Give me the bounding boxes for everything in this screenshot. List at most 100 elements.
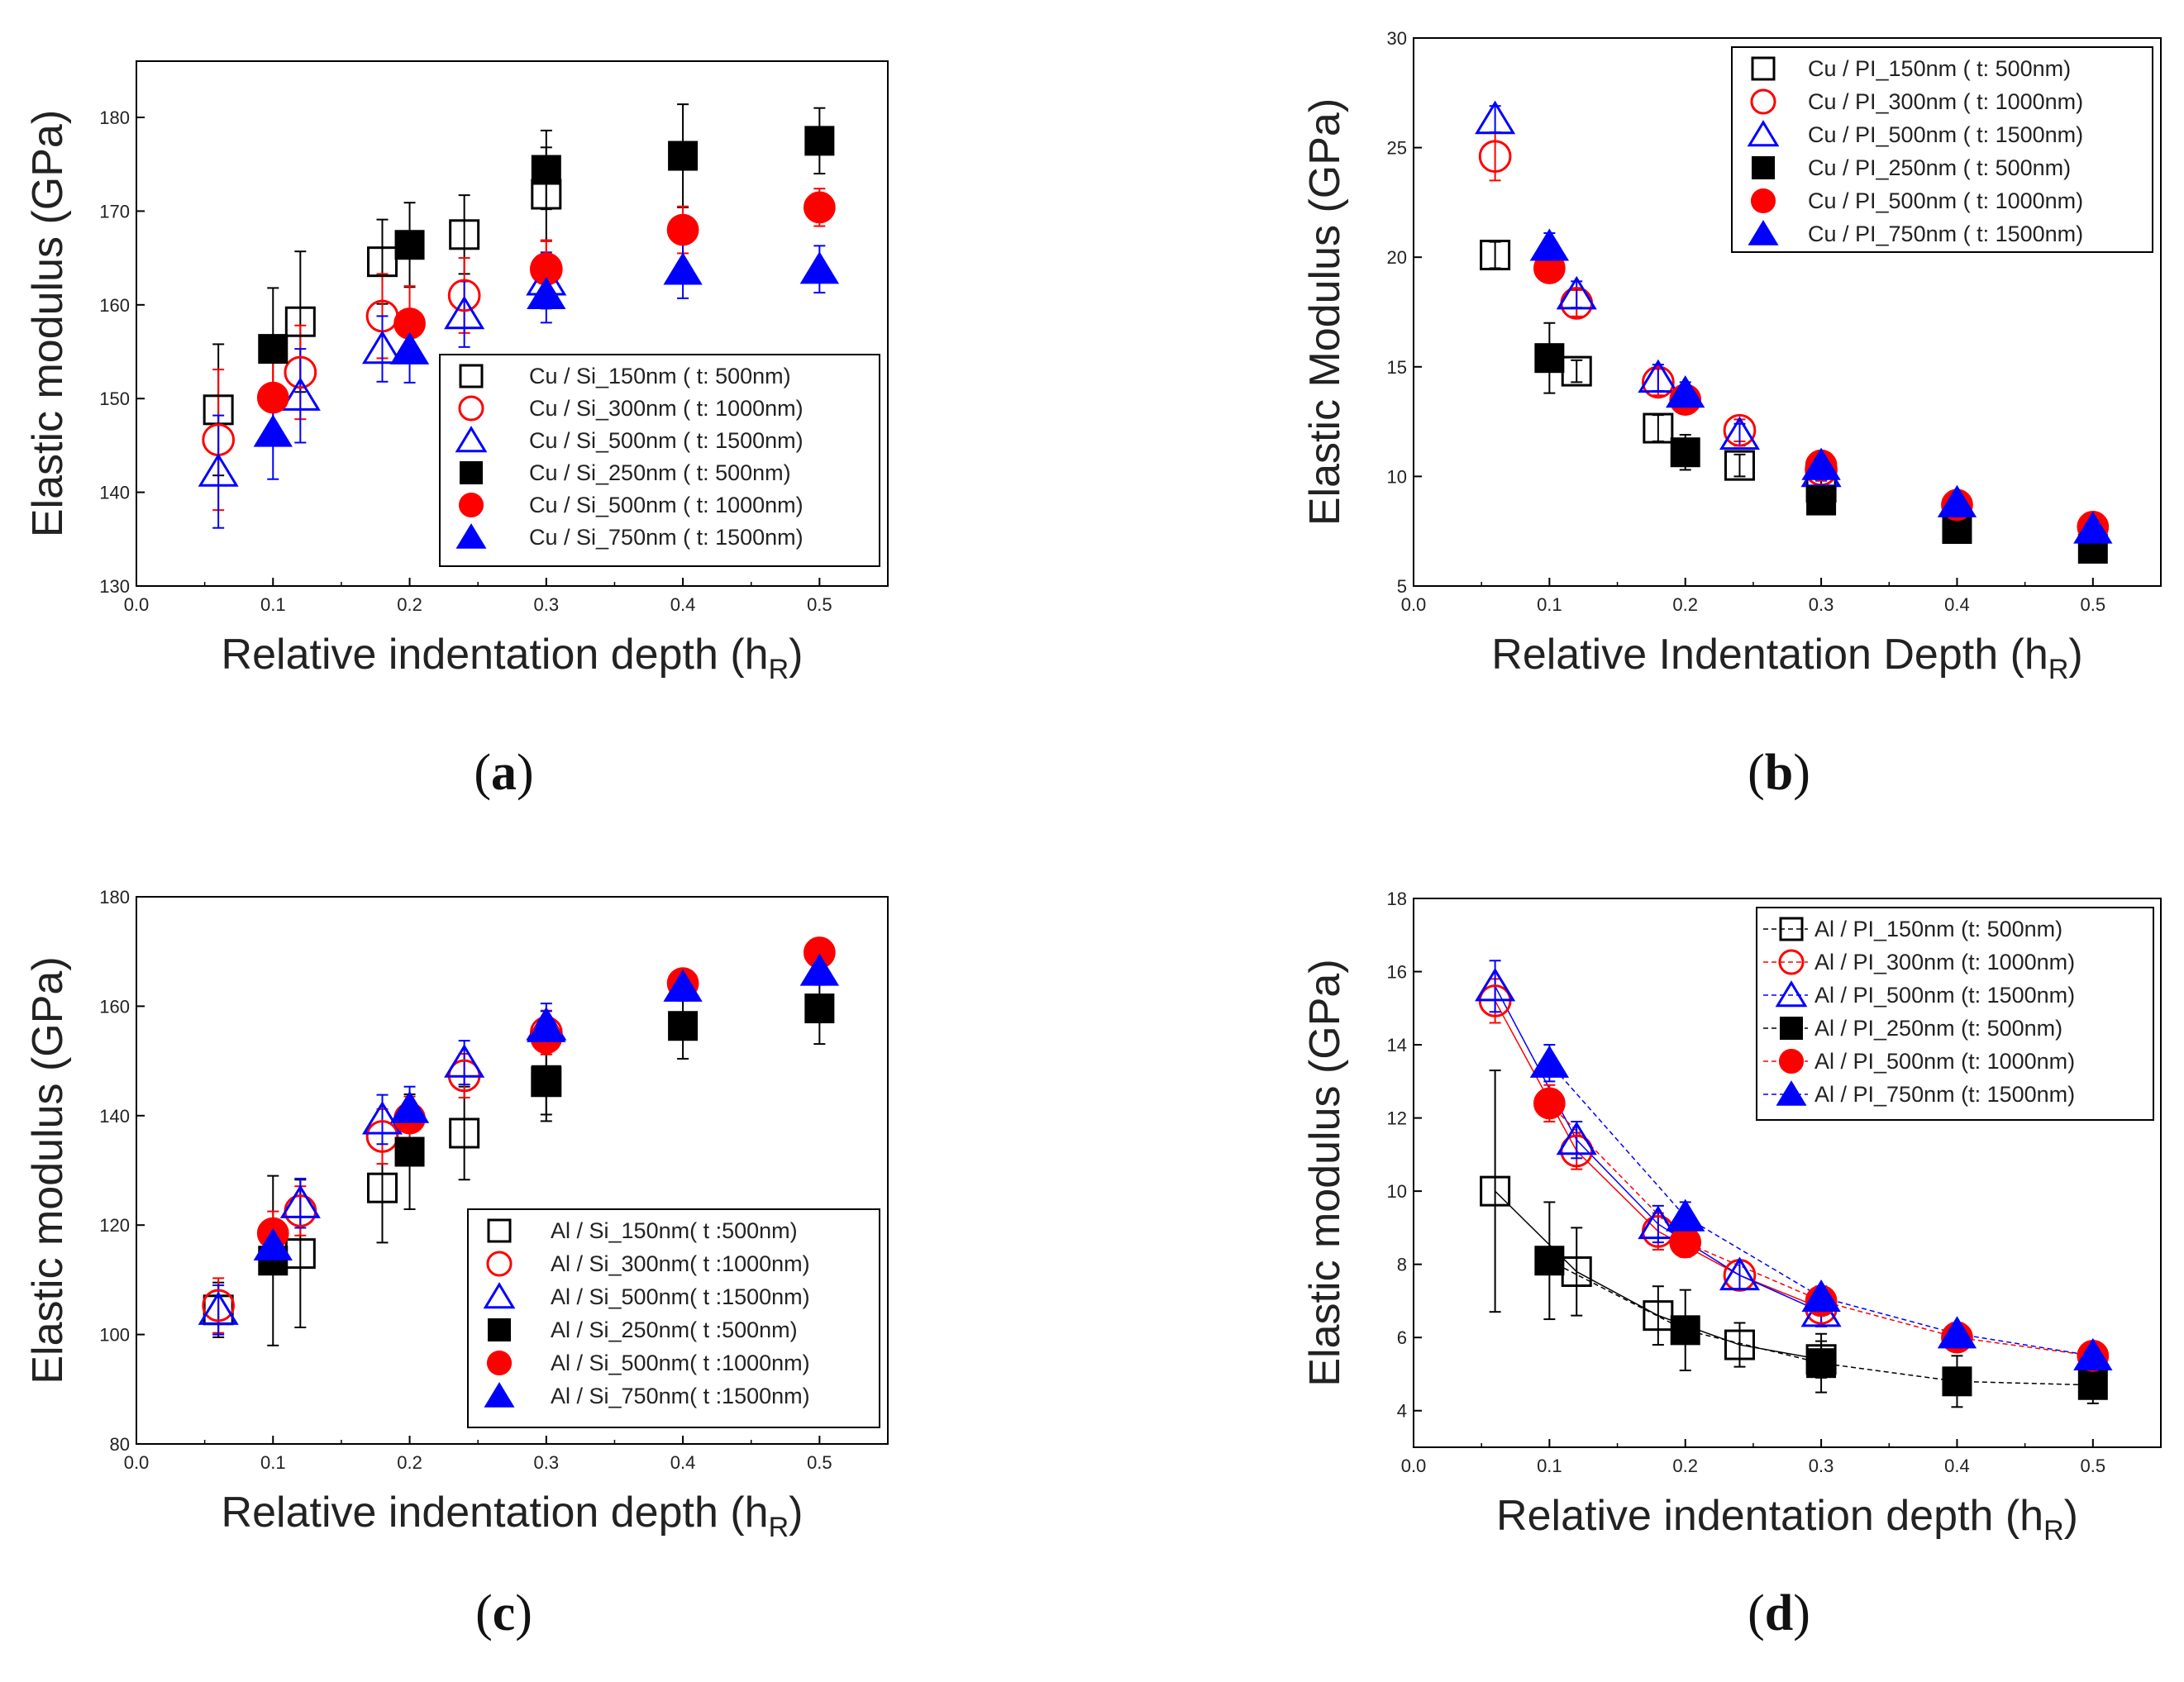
data-point bbox=[1937, 484, 1977, 517]
data-point bbox=[668, 141, 699, 171]
y-tick-label: 80 bbox=[110, 1434, 130, 1455]
y-tick-label: 4 bbox=[1397, 1401, 1407, 1422]
legend-label: Al / PI_750nm (t: 1500nm) bbox=[1814, 1082, 2075, 1107]
data-point bbox=[256, 381, 289, 414]
chart-b: 0.0 0.1 0.2 0.3 0.4 0.5 5 10 15 20 25 30 Elastic Mod… bbox=[1301, 28, 2162, 801]
legend-marker bbox=[1776, 1080, 1807, 1106]
legend-label: Cu / PI_300nm ( t: 1000nm) bbox=[1808, 89, 2083, 114]
legend-box bbox=[467, 1208, 880, 1428]
data-point bbox=[1942, 1366, 1972, 1397]
series-markers bbox=[1475, 967, 1842, 1327]
y-tick-label: 170 bbox=[99, 201, 130, 222]
data-point bbox=[394, 1136, 425, 1167]
x-tick-label: 0.2 bbox=[1672, 594, 1698, 615]
data-point bbox=[1478, 140, 1512, 174]
legend-label: Al / Si_500nm( t :1500nm) bbox=[551, 1284, 810, 1309]
chart-panel-d: 0.0 0.1 0.2 0.3 0.4 0.5 4 6 8 10 12 14 16 18 Elastic m… bbox=[1092, 841, 2184, 1681]
y-axis-label: Elastic modulus (GPa) bbox=[24, 956, 72, 1384]
data-point bbox=[804, 191, 836, 224]
x-tick-label: 0.2 bbox=[1672, 1456, 1698, 1476]
legend-label: Cu / PI_150nm ( t: 500nm) bbox=[1808, 56, 2071, 81]
data-point bbox=[1475, 967, 1516, 1002]
series-markers bbox=[1533, 1087, 2110, 1372]
data-point bbox=[1475, 100, 1516, 135]
legend-marker bbox=[1775, 980, 1808, 1008]
data-point bbox=[389, 1090, 430, 1123]
data-point bbox=[198, 453, 239, 487]
data-point bbox=[394, 230, 425, 260]
y-tick-label: 130 bbox=[99, 576, 130, 597]
legend-marker bbox=[455, 523, 487, 549]
legend-label: Al / Si_150nm( t :500nm) bbox=[551, 1218, 798, 1243]
legend-label: Cu / Si_250nm ( t: 500nm) bbox=[529, 460, 791, 485]
legend-marker bbox=[486, 1251, 513, 1277]
legend: Cu / PI_150nm ( t: 500nm) Cu / PI_300nm (… bbox=[1731, 46, 2153, 253]
x-tick-label: 0.1 bbox=[260, 594, 286, 615]
data-point bbox=[1534, 1246, 1565, 1276]
x-tick-label: 0.2 bbox=[397, 1452, 422, 1473]
legend-label: Cu / Si_150nm ( t: 500nm) bbox=[529, 364, 791, 388]
chart-panel-a: 0.0 0.1 0.2 0.3 0.4 0.5 130 140 150 160 170 180 Elas… bbox=[0, 0, 1092, 841]
y-tick-label: 16 bbox=[1387, 962, 1407, 983]
panel-caption: (b) bbox=[1748, 745, 1810, 801]
data-point bbox=[198, 1291, 239, 1325]
data-point bbox=[1638, 359, 1679, 393]
data-point bbox=[1724, 450, 1755, 481]
data-point bbox=[447, 279, 481, 312]
x-tick-label: 0.0 bbox=[124, 594, 150, 615]
data-point bbox=[1529, 1045, 1570, 1078]
y-tick-label: 12 bbox=[1387, 1108, 1407, 1129]
data-point bbox=[1534, 343, 1565, 374]
series-markers bbox=[253, 953, 840, 1260]
data-point bbox=[1669, 1226, 1702, 1259]
data-point bbox=[279, 377, 321, 411]
y-tick-label: 18 bbox=[1387, 889, 1407, 909]
legend-box bbox=[1731, 46, 2153, 253]
data-point bbox=[366, 246, 398, 278]
legend-marker bbox=[1752, 156, 1775, 179]
series-markers bbox=[1529, 228, 2113, 544]
legend-label: Al / PI_250nm (t: 500nm) bbox=[1814, 1016, 2062, 1041]
data-point bbox=[1719, 416, 1761, 450]
data-point bbox=[1666, 375, 1705, 408]
plot-frame bbox=[1413, 898, 2162, 1448]
y-tick-label: 180 bbox=[99, 107, 130, 128]
x-tick-label: 0.3 bbox=[534, 1452, 560, 1473]
x-axis-label: Relative Indentation Depth (hR) bbox=[1491, 631, 2082, 685]
series-markers bbox=[256, 191, 836, 414]
series-markers bbox=[258, 126, 835, 365]
data-point bbox=[527, 1009, 566, 1042]
data-point bbox=[1670, 1315, 1700, 1346]
legend-label: Al / PI_500nm (t: 1500nm) bbox=[1814, 983, 2075, 1008]
plot-frame bbox=[1413, 37, 2162, 587]
y-tick-label: 180 bbox=[99, 887, 130, 908]
legend-label: Cu / Si_500nm ( t: 1500nm) bbox=[529, 428, 804, 453]
x-tick-label: 0.5 bbox=[2081, 1456, 2106, 1476]
data-point bbox=[253, 414, 293, 447]
data-point bbox=[799, 953, 840, 986]
legend-marker bbox=[487, 1218, 512, 1243]
x-tick-label: 0.1 bbox=[1537, 594, 1562, 615]
chart-d: 0.0 0.1 0.2 0.3 0.4 0.5 4 6 8 10 12 14 16 18 Elastic m… bbox=[1301, 889, 2162, 1641]
x-tick-label: 0.0 bbox=[1401, 1456, 1427, 1476]
data-point bbox=[1480, 240, 1511, 271]
data-point bbox=[1719, 1256, 1761, 1291]
legend-label: Al / Si_500nm( t :1000nm) bbox=[551, 1351, 810, 1375]
data-point bbox=[449, 1117, 480, 1149]
legend-marker bbox=[460, 461, 483, 484]
x-tick-label: 0.3 bbox=[534, 594, 560, 615]
data-point bbox=[1801, 447, 1841, 480]
x-tick-label: 0.1 bbox=[260, 1452, 286, 1473]
data-point bbox=[444, 1044, 485, 1078]
legend-marker bbox=[486, 1350, 513, 1376]
y-tick-label: 20 bbox=[1387, 247, 1407, 268]
series-markers bbox=[253, 251, 840, 447]
data-point bbox=[1937, 1316, 1977, 1349]
x-tick-label: 0.1 bbox=[1537, 1456, 1562, 1476]
legend-label: Al / PI_500nm (t: 1000nm) bbox=[1814, 1049, 2075, 1074]
data-point bbox=[663, 252, 703, 285]
x-axis-label: Relative indentation depth (hR) bbox=[222, 1489, 804, 1543]
y-tick-label: 160 bbox=[99, 996, 130, 1017]
data-point bbox=[663, 969, 703, 1002]
data-point bbox=[1480, 1175, 1511, 1207]
